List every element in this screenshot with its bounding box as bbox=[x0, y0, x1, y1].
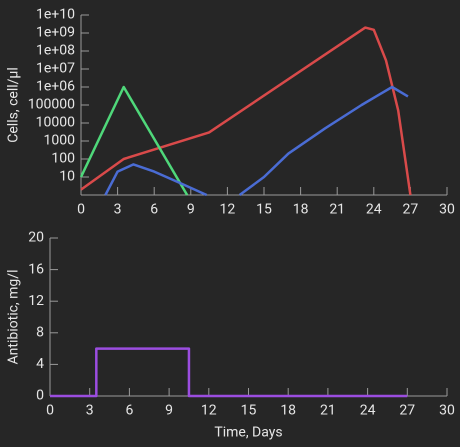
x-tick-label: 15 bbox=[256, 202, 272, 218]
x-tick-label: 3 bbox=[114, 202, 122, 218]
x-tick-label: 18 bbox=[293, 202, 309, 218]
x-tick-label: 15 bbox=[241, 403, 257, 419]
y-tick-label: 100000 bbox=[28, 97, 75, 113]
x-tick-label: 9 bbox=[187, 202, 195, 218]
series-line bbox=[104, 85, 409, 197]
y-tick-label: 10 bbox=[59, 169, 75, 185]
x-tick-label: 30 bbox=[439, 202, 455, 218]
series-line bbox=[80, 26, 412, 196]
x-tick-label: 12 bbox=[220, 202, 236, 218]
y-tick-label: 1e+09 bbox=[36, 25, 75, 41]
y-tick-label: 1e+07 bbox=[36, 61, 75, 77]
series-line bbox=[50, 347, 408, 398]
x-tick-label: 0 bbox=[77, 202, 85, 218]
y-tick-label: 16 bbox=[28, 261, 44, 277]
x-tick-label: 21 bbox=[320, 403, 336, 419]
y-tick-label: 12 bbox=[28, 293, 44, 309]
x-axis-label: Time, Days bbox=[214, 425, 282, 441]
y-axis-label: Cells, cell/µl bbox=[6, 67, 22, 142]
y-tick-label: 8 bbox=[36, 325, 44, 341]
x-tick-label: 6 bbox=[125, 403, 133, 419]
y-tick-label: 4 bbox=[36, 356, 44, 372]
x-tick-label: 0 bbox=[46, 403, 54, 419]
x-tick-label: 21 bbox=[329, 202, 345, 218]
y-axis-label: Antibiotic, mg/l bbox=[6, 270, 22, 365]
y-tick-label: 10000 bbox=[36, 115, 75, 131]
x-tick-label: 30 bbox=[439, 403, 455, 419]
x-tick-label: 3 bbox=[86, 403, 94, 419]
y-tick-label: 1000 bbox=[44, 133, 76, 149]
y-tick-label: 0 bbox=[36, 388, 44, 404]
y-tick-label: 100 bbox=[51, 151, 75, 167]
x-tick-label: 18 bbox=[280, 403, 296, 419]
y-tick-label: 1e+06 bbox=[36, 79, 75, 95]
x-tick-label: 27 bbox=[403, 202, 419, 218]
y-tick-label: 20 bbox=[28, 230, 44, 246]
series-line bbox=[79, 85, 189, 196]
x-tick-label: 27 bbox=[399, 403, 415, 419]
x-tick-label: 9 bbox=[165, 403, 173, 419]
x-tick-label: 24 bbox=[360, 403, 376, 419]
x-tick-label: 12 bbox=[201, 403, 217, 419]
y-tick-label: 1e+10 bbox=[36, 7, 75, 23]
x-tick-label: 6 bbox=[150, 202, 158, 218]
y-tick-label: 1e+08 bbox=[36, 43, 75, 59]
x-tick-label: 24 bbox=[366, 202, 382, 218]
